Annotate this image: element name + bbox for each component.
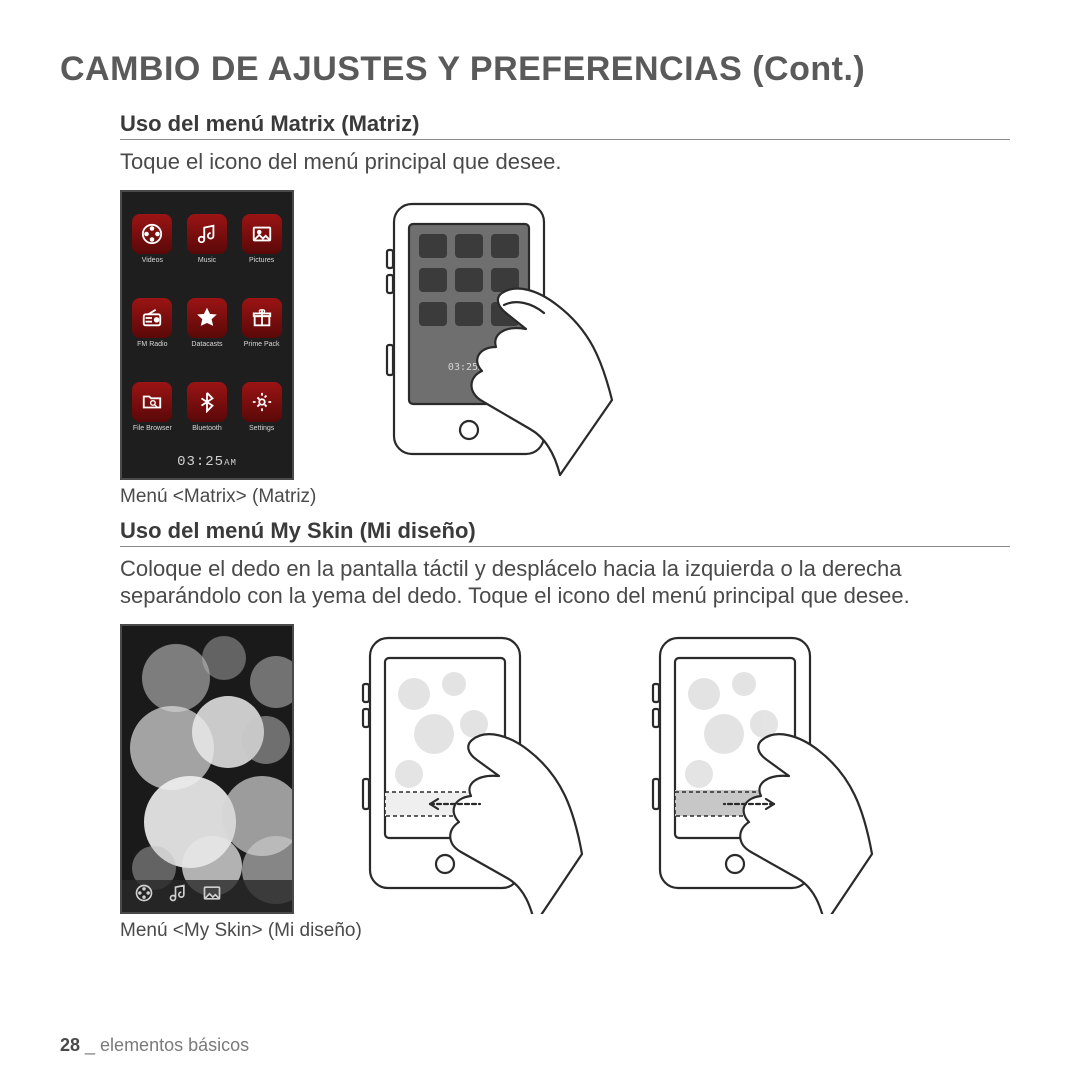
page-title: CAMBIO DE AJUSTES Y PREFERENCIAS (Cont.) xyxy=(60,50,1020,89)
matrix-item-bluetooth: Bluetooth xyxy=(181,366,234,448)
matrix-item-label: Settings xyxy=(249,425,274,432)
hand-swipe-figure-1 xyxy=(334,624,584,914)
matrix-item-label: Datacasts xyxy=(191,341,222,348)
bokeh-canvas xyxy=(122,626,292,912)
page-footer: 28 _ elementos básicos xyxy=(60,1035,249,1056)
section1-heading: Uso del menú Matrix (Matriz) xyxy=(120,111,1010,140)
matrix-item-label: Prime Pack xyxy=(244,341,280,348)
footer-page-number: 28 xyxy=(60,1035,80,1055)
footer-section: elementos básicos xyxy=(100,1035,249,1055)
footer-sep: _ xyxy=(80,1035,100,1055)
matrix-clock: 03:25AM xyxy=(122,448,292,478)
matrix-item-videos: Videos xyxy=(126,198,179,280)
picture-icon xyxy=(242,214,282,254)
matrix-item-label: Music xyxy=(198,257,216,264)
matrix-item-label: File Browser xyxy=(133,425,172,432)
folder-search-icon xyxy=(132,382,172,422)
star-icon xyxy=(187,298,227,338)
matrix-item-label: Pictures xyxy=(249,257,274,264)
myskin-bottom-bar xyxy=(122,880,292,912)
matrix-time-value: 03:25 xyxy=(177,454,224,470)
matrix-item-label: Videos xyxy=(142,257,163,264)
matrix-device-figure: Videos Music Pictures FM Radio xyxy=(120,190,294,480)
matrix-item-datacasts: Datacasts xyxy=(181,282,234,364)
matrix-item-label: Bluetooth xyxy=(192,425,222,432)
film-reel-icon xyxy=(132,214,172,254)
myskin-device-figure xyxy=(120,624,294,914)
matrix-item-primepack: Prime Pack xyxy=(235,282,288,364)
gift-icon xyxy=(242,298,282,338)
hand-swipe-figure-2 xyxy=(624,624,874,914)
hand-tap-figure: 03:25AM xyxy=(354,190,614,480)
matrix-item-filebrowser: File Browser xyxy=(126,366,179,448)
matrix-item-fmradio: FM Radio xyxy=(126,282,179,364)
music-note-icon xyxy=(187,214,227,254)
film-reel-icon xyxy=(134,883,154,908)
gear-icon xyxy=(242,382,282,422)
section1-body: Toque el icono del menú principal que de… xyxy=(120,148,1010,176)
section2-body: Coloque el dedo en la pantalla táctil y … xyxy=(120,555,1010,610)
matrix-item-label: FM Radio xyxy=(137,341,167,348)
matrix-grid: Videos Music Pictures FM Radio xyxy=(122,192,292,448)
matrix-time-ampm: AM xyxy=(224,458,237,468)
section2-caption: Menú <My Skin> (Mi diseño) xyxy=(120,920,1020,942)
bluetooth-icon xyxy=(187,382,227,422)
radio-icon xyxy=(132,298,172,338)
picture-icon xyxy=(202,883,222,908)
matrix-item-settings: Settings xyxy=(235,366,288,448)
section2-heading: Uso del menú My Skin (Mi diseño) xyxy=(120,518,1010,547)
music-note-icon xyxy=(168,883,188,908)
matrix-item-music: Music xyxy=(181,198,234,280)
matrix-item-pictures: Pictures xyxy=(235,198,288,280)
section1-caption: Menú <Matrix> (Matriz) xyxy=(120,486,1020,508)
